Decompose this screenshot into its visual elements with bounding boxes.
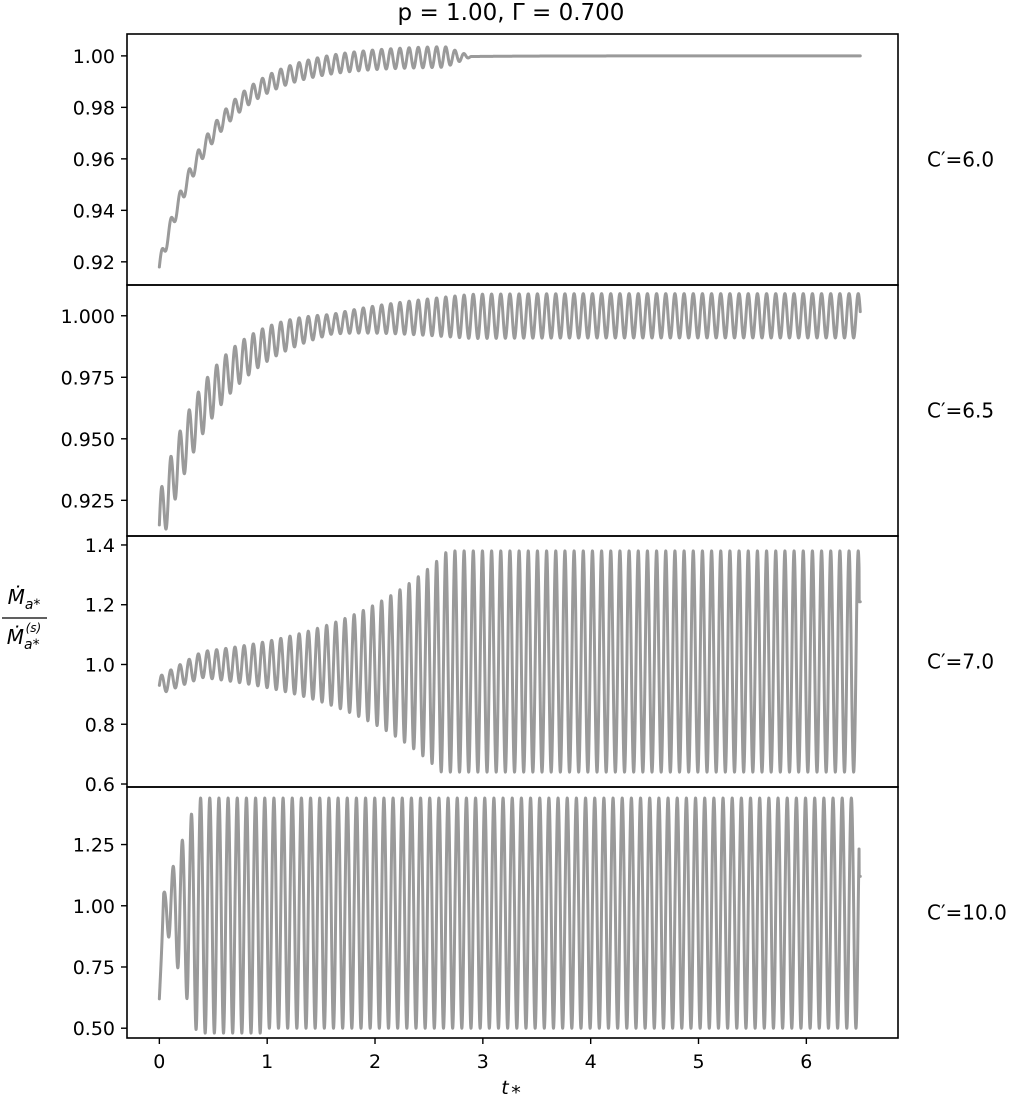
panel-2: 0.925 0.950 0.975 1.000 C′=6.5 — [61, 284, 994, 537]
y-tick-label: 0.925 — [61, 490, 115, 512]
panel-label: C′=10.0 — [927, 901, 1007, 925]
y-tick-label: 0.950 — [61, 429, 115, 451]
panel-3: 0.6 0.8 1.0 1.2 1.4 C′=7.0 — [85, 535, 994, 796]
y-tick-label: 0.92 — [73, 252, 115, 274]
panels: 0.92 0.94 0.96 0.98 1.00 C′=6.0 0.925 0.950 0.97… — [61, 33, 1007, 1040]
y-tick-label: 1.25 — [73, 835, 115, 857]
y-tick-label: 1.2 — [85, 595, 115, 617]
y-tick-label: 1.0 — [85, 654, 115, 676]
y-tick-label: 1.00 — [73, 896, 115, 918]
svg-text:t: t — [501, 1077, 510, 1099]
x-tick-label: 4 — [585, 1051, 597, 1073]
y-tick-label: 0.8 — [85, 714, 115, 736]
plot-frame — [126, 33, 899, 286]
y-tick-label: 0.94 — [73, 200, 115, 222]
chart-title: p = 1.00, Γ = 0.700 — [398, 0, 625, 26]
series-line-panel-1 — [157, 45, 862, 269]
x-tick-label: 3 — [477, 1051, 489, 1073]
y-tick-label: 0.50 — [73, 1018, 115, 1040]
y-tick-label: 1.00 — [73, 46, 115, 68]
series-line-panel-3 — [157, 549, 862, 774]
panel-label: C′=6.5 — [927, 399, 994, 423]
x-tick-label: 2 — [369, 1051, 381, 1073]
x-tick-label: 6 — [800, 1051, 812, 1073]
svg-text:Ṁa*: Ṁa* — [8, 585, 41, 613]
series-line-panel-4 — [157, 796, 862, 1035]
panel-4: 0.50 0.75 1.00 1.25 C′=10.0 — [73, 786, 1007, 1040]
x-tick-label: 5 — [692, 1051, 704, 1073]
x-axis: 0 1 2 3 4 5 6 — [153, 1038, 812, 1073]
panel-label: C′=7.0 — [927, 650, 994, 674]
y-tick-label: 0.975 — [61, 367, 115, 389]
y-tick-label: 0.6 — [85, 774, 115, 796]
x-tick-label: 1 — [261, 1051, 273, 1073]
series-line-panel-2 — [157, 292, 862, 531]
y-tick-label: 0.96 — [73, 149, 115, 171]
y-axis-label: Ṁa* Ṁa*(s) — [2, 585, 47, 653]
svg-text:Ṁa*(s): Ṁa*(s) — [7, 621, 41, 653]
y-tick-label: 1.4 — [85, 535, 115, 557]
x-axis-label: t * — [501, 1077, 520, 1102]
plot-frame — [126, 786, 899, 1039]
panel-1: 0.92 0.94 0.96 0.98 1.00 C′=6.0 — [73, 33, 994, 286]
svg-text:*: * — [511, 1082, 521, 1102]
y-tick-label: 1.000 — [61, 306, 115, 328]
y-tick-label: 0.98 — [73, 97, 115, 119]
x-tick-label: 0 — [153, 1051, 165, 1073]
panel-label: C′=6.0 — [927, 148, 994, 172]
y-tick-label: 0.75 — [73, 957, 115, 979]
